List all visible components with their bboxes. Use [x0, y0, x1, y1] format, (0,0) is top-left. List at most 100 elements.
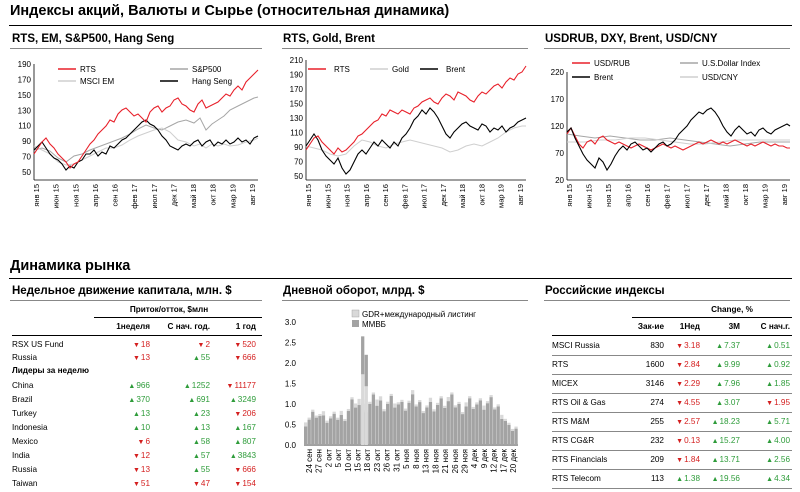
index-row: RTS Oil & Gas 274 ▼4.55 ▲3.07 ▼1.95 [552, 396, 792, 410]
y-tick-label: 1.5 [285, 380, 297, 389]
chart1-xaxis: янв 15 июн 15 ноя 15 апр 16 сен 16 фев 17 июл … [32, 184, 257, 209]
row-label: China [12, 381, 34, 390]
indices-group-header: Change, % [711, 305, 753, 314]
bar-gdr [311, 409, 315, 412]
row-label: Russia [12, 352, 38, 362]
flow-value: ▲370 [128, 395, 150, 404]
leaders-label: Лидеры за неделю [12, 366, 90, 375]
bar-moex [439, 398, 443, 445]
page-title: Индексы акций, Валюты и Сырье (относител… [10, 3, 450, 19]
index-change: ▲18.23 [711, 417, 740, 426]
x-tick-label: 18 окт [363, 449, 372, 472]
flow-value: ▲807 [234, 437, 256, 446]
bar-gdr [375, 399, 379, 406]
index-row: MICEX 3146 ▼2.29 ▲7.96 ▲1.85 [552, 377, 792, 391]
flow-value: ▲10 [132, 423, 150, 432]
row-label: Brazil [12, 395, 33, 404]
x-tick-label: 21 ноя [441, 449, 450, 473]
bar-gdr [393, 403, 397, 408]
flow-value: ▲966 [128, 381, 150, 390]
y-tick-label: 3.0 [285, 318, 297, 327]
leaders-row: Russia ▼13 ▲55 ▼666 [12, 463, 262, 477]
indices-rule [544, 300, 790, 301]
bar-moex [443, 407, 447, 445]
leaders-row: Taiwan ▼51 ▼47 ▼154 [12, 477, 262, 491]
bar-moex [489, 397, 493, 445]
x-tick-label: 10 окт [344, 449, 353, 472]
bar-gdr [307, 417, 311, 420]
x-tick-label: 31 окт [392, 449, 401, 472]
bar-gdr [439, 396, 443, 399]
bar-gdr [468, 396, 472, 399]
index-change: ▲4.34 [766, 474, 790, 483]
flow-value: ▲13 [132, 409, 150, 418]
row-label: Indonesia [12, 423, 48, 432]
indices-col-week: 1Нед [679, 322, 700, 331]
bar-moex [432, 411, 436, 445]
x-tick-label: ноя 15 [71, 184, 80, 207]
bar-spike-gdr [364, 386, 368, 445]
bar-moex [500, 418, 504, 445]
bar-moex [304, 426, 308, 445]
bar-gdr [453, 405, 458, 408]
bar-moex [510, 430, 515, 445]
bar-moex [450, 394, 454, 445]
bar-gdr [328, 416, 333, 419]
indices-title: Российские индексы [545, 285, 665, 297]
index-change: ▼2.29 [676, 379, 700, 388]
y-tick-label: 1.0 [285, 400, 297, 409]
y-tick-label: 2.0 [285, 359, 297, 368]
index-close: 209 [650, 455, 664, 464]
chart2-series-rts [305, 65, 527, 155]
flow-value: ▲3249 [229, 395, 256, 404]
bar-gdr [314, 415, 318, 418]
x-tick-label: окт 18 [477, 184, 486, 205]
row-label: Taiwan [12, 479, 38, 488]
bar-moex [321, 415, 326, 445]
flows-rule [10, 300, 262, 301]
y-tick-label: 220 [551, 68, 565, 77]
bar-moex [314, 417, 318, 445]
x-tick-label: 26 ноя [451, 449, 460, 473]
x-tick-label: 5 окт [334, 449, 343, 468]
x-tick-label: 23 окт [373, 449, 382, 472]
x-tick-label: май 18 [189, 184, 198, 208]
legend-swatch-moex [352, 320, 359, 327]
x-tick-label: 9 дек [480, 449, 489, 469]
x-tick-label: 8 ноя [412, 449, 421, 469]
bar-moex [482, 409, 486, 445]
bar-gdr [425, 405, 429, 408]
bar-spike-gdr [361, 374, 365, 445]
bar-moex [428, 401, 433, 445]
indices-columns: Зак-ие 1Нед 3М С нач.г. [552, 320, 792, 334]
indices-table: Change, % Зак-ие 1Нед 3М С нач.г. MSCI R… [552, 303, 792, 489]
x-tick-label: дек 17 [169, 184, 178, 206]
flow-value: ▲1252 [183, 381, 210, 390]
index-row-rule [552, 450, 792, 451]
bar-moex [325, 422, 329, 445]
index-change: ▲7.96 [716, 379, 740, 388]
bar-moex [514, 428, 518, 445]
index-change: ▲1.38 [676, 474, 700, 483]
y-tick-label: 150 [290, 100, 304, 109]
legend-label: Brent [594, 73, 614, 82]
chart2-series-brent [305, 107, 527, 175]
bar-moex [496, 406, 500, 445]
x-tick-label: 18 ноя [431, 449, 440, 473]
x-tick-label: янв 15 [32, 184, 41, 207]
indices-col-ytd: С нач.г. [760, 322, 790, 331]
bar-moex [507, 424, 511, 445]
index-name: RTS [552, 360, 569, 369]
bar-gdr [482, 405, 486, 410]
chart1-plot: 190 170 150 130 110 90 70 50 янв 15 июн 15 ноя 15… [18, 60, 259, 209]
bar-moex [382, 411, 386, 445]
flow-value: ▼13 [132, 465, 150, 474]
bar-moex [457, 403, 461, 445]
bar-moex [339, 414, 343, 445]
title-rule [9, 25, 792, 26]
index-close: 255 [650, 417, 664, 426]
flow-value: ▲57 [192, 451, 210, 460]
bar-moex [386, 403, 390, 445]
x-tick-label: 4 дек [470, 449, 479, 469]
bar-moex [478, 400, 483, 445]
